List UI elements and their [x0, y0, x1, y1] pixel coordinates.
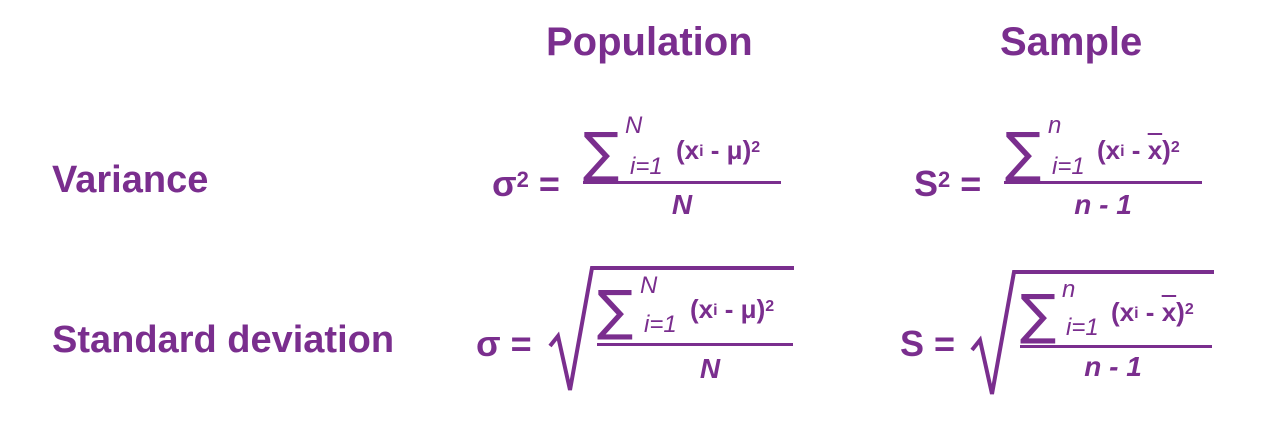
lower-limit: i=1 [1066, 314, 1099, 341]
upper-limit: N [640, 272, 658, 299]
lower-limit: i=1 [644, 311, 677, 338]
fraction-bar [583, 181, 781, 184]
square-root-icon [970, 270, 1214, 395]
row-label-standard-deviation: Standard deviation [52, 319, 395, 361]
header-population: Population [546, 20, 753, 64]
lhs-s: S = [900, 323, 956, 364]
summation-icon: ∑ [583, 121, 620, 184]
upper-limit: N [625, 112, 643, 139]
summation-icon: ∑ [1020, 283, 1057, 346]
denominator: N [671, 189, 693, 220]
denominator: N [699, 353, 721, 384]
summation-term: (xi - x)2 [1097, 135, 1180, 165]
lhs-sigma: σ = [476, 323, 532, 364]
summation-term: (xi - x)2 [1111, 297, 1194, 327]
lhs-sigma-squared: σ2 = [492, 163, 560, 204]
summation-term: (xi - μ)2 [690, 294, 775, 324]
fraction-bar [1004, 181, 1202, 184]
square-root-icon [548, 266, 794, 391]
header-sample: Sample [1000, 20, 1143, 64]
denominator: n - 1 [1074, 189, 1132, 220]
fraction-bar [1020, 345, 1212, 348]
summation-term: (xi - μ)2 [676, 135, 761, 165]
summation-icon: ∑ [1005, 121, 1042, 184]
row-label-variance: Variance [52, 159, 209, 201]
fraction-bar [597, 343, 793, 346]
upper-limit: n [1062, 276, 1076, 303]
summation-icon: ∑ [597, 279, 634, 342]
lower-limit: i=1 [1052, 153, 1085, 180]
upper-limit: n [1048, 112, 1062, 139]
denominator: n - 1 [1084, 351, 1142, 382]
lhs-s-squared: S2 = [914, 163, 982, 204]
lower-limit: i=1 [630, 153, 663, 180]
